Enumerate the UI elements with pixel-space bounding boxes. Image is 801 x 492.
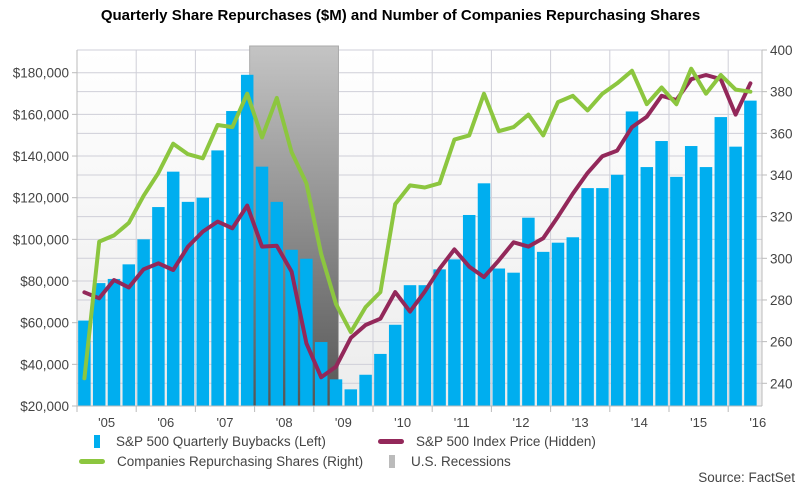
bar xyxy=(166,171,180,406)
left-tick-label: $60,000 xyxy=(20,316,69,331)
companies-line xyxy=(82,66,753,381)
bar xyxy=(477,183,491,406)
bar xyxy=(240,74,254,407)
x-tick-label: '16 xyxy=(749,415,766,430)
x-tick-label: '05 xyxy=(98,415,115,430)
bar xyxy=(581,188,594,406)
bar xyxy=(522,217,535,406)
left-tick-label: $120,000 xyxy=(13,191,69,206)
left-tick-label: $80,000 xyxy=(20,274,69,289)
bar xyxy=(744,100,757,406)
bar xyxy=(566,237,580,406)
legend-item-buybacks[interactable]: S&P 500 Quarterly Buybacks (Left) xyxy=(92,434,326,449)
right-tick-label: 240 xyxy=(770,376,793,391)
x-tick-label: '10 xyxy=(394,415,411,430)
x-tick-label: '11 xyxy=(454,415,470,430)
bar xyxy=(344,389,358,406)
left-tick-label: $40,000 xyxy=(20,357,69,372)
x-tick-label: '09 xyxy=(335,415,352,430)
bar xyxy=(610,174,624,406)
source-note: Source: FactSet xyxy=(698,470,795,485)
chart-title: Quarterly Share Repurchases ($M) and Num… xyxy=(100,7,701,24)
index-price-line xyxy=(82,73,753,380)
right-tick-label: 400 xyxy=(770,43,793,58)
bar xyxy=(462,214,476,406)
bar xyxy=(729,146,742,407)
x-tick-label: '12 xyxy=(513,415,530,430)
left-tick-label: $160,000 xyxy=(13,107,69,122)
bar xyxy=(596,188,609,406)
bar xyxy=(403,285,417,406)
bar xyxy=(551,242,565,406)
bar xyxy=(374,353,387,406)
bar xyxy=(670,176,683,406)
bar xyxy=(152,207,165,406)
bar xyxy=(433,269,446,406)
bar xyxy=(92,283,106,406)
x-tick-label: '07 xyxy=(217,415,234,430)
x-tick-label: '13 xyxy=(572,415,589,430)
left-tick-label: $100,000 xyxy=(13,232,69,247)
bar xyxy=(448,259,461,406)
bar xyxy=(300,258,313,406)
bar xyxy=(122,264,136,406)
bar xyxy=(359,374,372,406)
bar xyxy=(226,111,239,407)
bar xyxy=(196,197,210,406)
right-tick-label: 260 xyxy=(770,335,793,350)
bar xyxy=(388,324,402,406)
line-swatch-icon xyxy=(378,439,404,444)
right-tick-label: 360 xyxy=(770,126,793,141)
legend-label: Companies Repurchasing Shares (Right) xyxy=(117,454,364,469)
bar xyxy=(270,201,284,406)
bar xyxy=(625,111,639,406)
x-tick-label: '15 xyxy=(690,415,707,430)
bar xyxy=(181,201,195,406)
right-tick-label: 300 xyxy=(770,251,793,266)
bar xyxy=(536,251,550,406)
legend-item-recessions[interactable]: U.S. Recessions xyxy=(389,454,511,469)
x-tick-label: '06 xyxy=(157,415,174,430)
left-tick-label: $180,000 xyxy=(13,66,69,81)
bar xyxy=(655,141,668,406)
right-tick-label: 320 xyxy=(770,210,793,225)
bar-swatch-icon xyxy=(94,435,100,448)
bar xyxy=(211,150,224,406)
x-tick-label: '08 xyxy=(276,415,293,430)
left-tick-label: $140,000 xyxy=(13,149,69,164)
line-swatch-icon xyxy=(79,459,105,464)
bar xyxy=(255,166,269,406)
legend-label: S&P 500 Quarterly Buybacks (Left) xyxy=(116,434,326,449)
bar xyxy=(640,167,654,406)
legend-item-index-price[interactable]: S&P 500 Index Price (Hidden) xyxy=(378,434,596,449)
bar xyxy=(137,239,150,406)
bar xyxy=(418,285,432,406)
x-tick-label: '14 xyxy=(631,415,648,430)
bar xyxy=(492,268,506,406)
legend-item-companies[interactable]: Companies Repurchasing Shares (Right) xyxy=(79,454,363,469)
bar xyxy=(684,146,698,406)
legend-label: S&P 500 Index Price (Hidden) xyxy=(416,434,596,449)
shade-swatch-icon xyxy=(389,455,395,468)
bar xyxy=(507,272,520,406)
legend-label: U.S. Recessions xyxy=(411,454,511,469)
bar xyxy=(699,167,713,406)
bar xyxy=(329,379,343,406)
right-tick-label: 380 xyxy=(770,85,793,100)
left-tick-label: $20,000 xyxy=(20,399,69,414)
bar xyxy=(714,117,728,406)
right-tick-label: 340 xyxy=(770,168,793,183)
right-tick-label: 280 xyxy=(770,293,793,308)
bar xyxy=(107,278,121,406)
